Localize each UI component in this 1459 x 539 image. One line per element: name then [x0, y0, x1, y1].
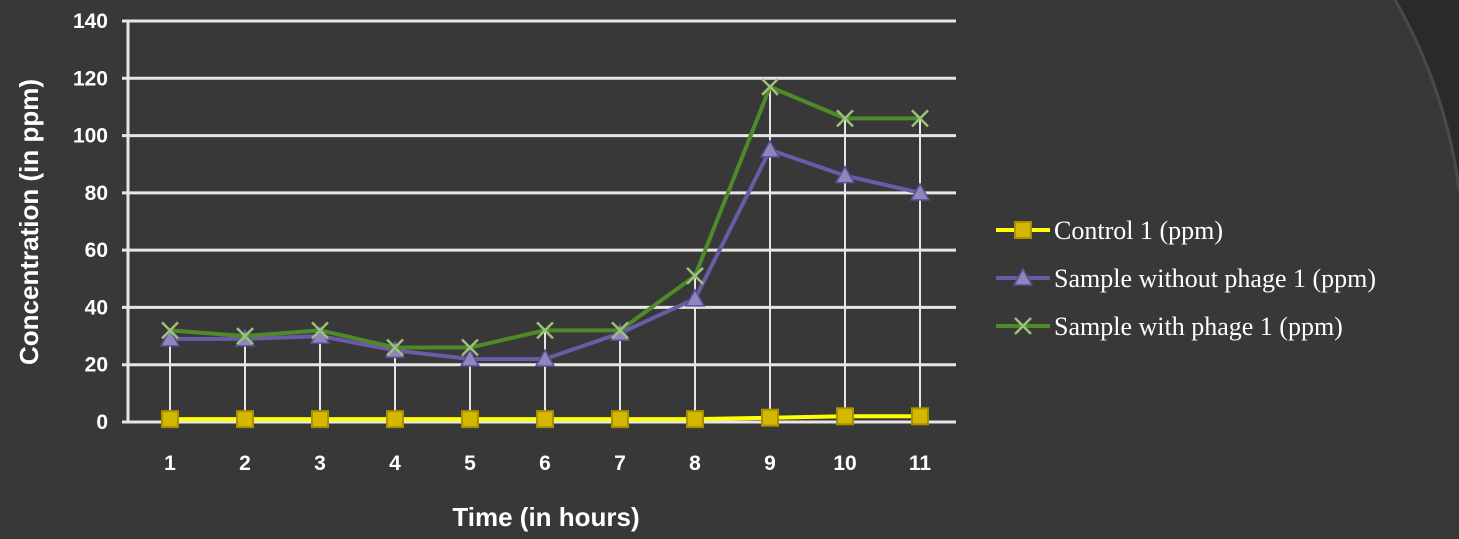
- legend-marker: [1012, 267, 1034, 286]
- x-tick-label: 6: [539, 452, 551, 475]
- x-axis-title: Time (in hours): [452, 502, 639, 532]
- data-point: [611, 321, 629, 340]
- data-point: [686, 410, 704, 429]
- data-point: [611, 410, 629, 429]
- series-layer: [159, 77, 931, 429]
- x-tick-label: 2: [239, 452, 251, 475]
- data-point: [909, 182, 931, 201]
- data-point: [461, 410, 479, 429]
- y-tick-label: 40: [85, 296, 108, 319]
- data-point: [386, 410, 404, 429]
- series-3: [161, 77, 929, 357]
- x-tick-label: 4: [389, 452, 401, 475]
- data-point: [684, 288, 706, 307]
- y-tick-label: 60: [85, 239, 108, 262]
- data-point: [159, 328, 181, 347]
- data-point: [536, 321, 554, 340]
- data-point: [836, 109, 854, 128]
- data-point: [761, 408, 779, 427]
- data-point: [536, 410, 554, 429]
- corner-swoosh-edge: [1393, 0, 1459, 191]
- data-point: [686, 267, 704, 285]
- data-point: [759, 139, 781, 158]
- x-tick-label: 1: [164, 452, 176, 475]
- data-point: [911, 407, 929, 426]
- legend-label: Control 1 (ppm): [1054, 216, 1223, 245]
- x-axis-tick-labels: 1 2 3 4 5 6 7 8 9 10 11: [164, 452, 931, 475]
- x-tick-label: 8: [689, 452, 701, 475]
- data-point: [311, 321, 329, 340]
- legend-item: Sample without phage 1 (ppm): [996, 264, 1376, 293]
- data-point: [161, 321, 179, 340]
- data-point: [161, 410, 179, 429]
- legend-item: Sample with phage 1 (ppm): [996, 312, 1343, 341]
- series-1: [161, 407, 929, 429]
- series-line: [170, 147, 921, 361]
- x-tick-label: 7: [614, 452, 626, 475]
- data-point: [236, 410, 254, 429]
- y-tick-label: 100: [73, 125, 108, 148]
- y-tick-label: 20: [85, 354, 108, 377]
- x-tick-label: 9: [764, 452, 776, 475]
- y-tick-label: 80: [85, 182, 108, 205]
- x-tick-label: 3: [314, 452, 326, 475]
- data-point: [834, 165, 856, 184]
- legend-item: Control 1 (ppm): [996, 216, 1223, 245]
- y-tick-label: 140: [73, 10, 108, 33]
- legend: Control 1 (ppm) Sample without phage 1 (p…: [996, 216, 1376, 341]
- y-axis-tick-labels: 0 20 40 60 80 100 120 140: [73, 10, 108, 434]
- data-point: [836, 407, 854, 426]
- data-point: [311, 410, 329, 429]
- x-tick-label: 5: [464, 452, 476, 475]
- gridlines: [122, 19, 956, 424]
- legend-marker: [1014, 221, 1032, 239]
- data-point: [911, 109, 929, 128]
- corner-swoosh-decoration: [1393, 0, 1459, 191]
- y-tick-label: 120: [73, 67, 108, 90]
- data-point: [236, 327, 254, 345]
- legend-label: Sample with phage 1 (ppm): [1054, 312, 1343, 341]
- corner-swoosh-shape: [1395, 0, 1459, 190]
- x-tick-label: 11: [909, 452, 932, 475]
- x-tick-label: 10: [833, 452, 856, 475]
- legend-marker: [1014, 317, 1032, 335]
- data-point: [761, 77, 779, 96]
- y-tick-label: 0: [96, 411, 108, 434]
- data-point: [461, 338, 479, 357]
- legend-label: Sample without phage 1 (ppm): [1054, 264, 1376, 293]
- data-point: [534, 348, 556, 367]
- y-axis-title: Concentration (in ppm): [14, 79, 44, 365]
- data-point: [459, 348, 481, 367]
- data-point: [386, 338, 404, 357]
